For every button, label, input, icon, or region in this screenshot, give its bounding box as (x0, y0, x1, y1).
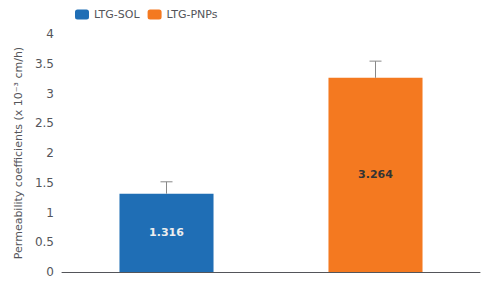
svg-text:Permeability coefficients (x 1: Permeability coefficients (x 10⁻³ cm/h) (12, 47, 25, 259)
svg-text:3.5: 3.5 (35, 57, 54, 71)
svg-text:1: 1 (46, 206, 54, 220)
svg-text:LTG-PNPs: LTG-PNPs (167, 8, 218, 21)
svg-text:0.5: 0.5 (35, 235, 54, 249)
svg-text:1.5: 1.5 (35, 176, 54, 190)
svg-text:3: 3 (46, 87, 54, 101)
svg-text:2: 2 (46, 146, 54, 160)
svg-text:0: 0 (46, 265, 54, 279)
svg-text:4: 4 (46, 27, 54, 41)
svg-text:3.264: 3.264 (358, 168, 393, 181)
svg-text:2.5: 2.5 (35, 116, 54, 130)
svg-text:1.316: 1.316 (149, 226, 184, 239)
svg-text:LTG-SOL: LTG-SOL (94, 8, 140, 21)
